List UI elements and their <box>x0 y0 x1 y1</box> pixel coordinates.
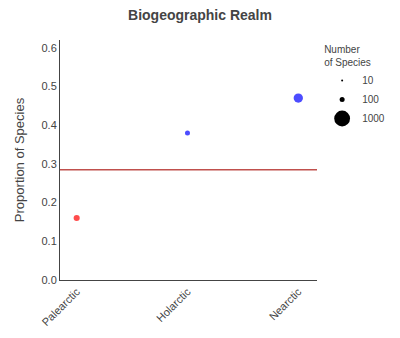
svg-text:100: 100 <box>362 94 379 105</box>
svg-text:0.6: 0.6 <box>42 42 57 54</box>
svg-text:0.2: 0.2 <box>42 196 57 208</box>
svg-text:Biogeographic Realm: Biogeographic Realm <box>128 7 272 23</box>
svg-text:0.5: 0.5 <box>42 80 57 92</box>
svg-text:1000: 1000 <box>362 113 385 124</box>
svg-text:Holarctic: Holarctic <box>154 285 193 324</box>
svg-text:0.1: 0.1 <box>42 235 57 247</box>
svg-text:0.0: 0.0 <box>42 274 57 286</box>
svg-text:Numberof Species: Numberof Species <box>324 44 371 68</box>
svg-text:10: 10 <box>362 75 374 86</box>
svg-text:Proportion of Species: Proportion of Species <box>12 97 27 222</box>
svg-text:Nearctic: Nearctic <box>267 285 304 322</box>
svg-text:0.4: 0.4 <box>42 119 57 131</box>
svg-text:0.3: 0.3 <box>42 158 57 170</box>
svg-text:Palearctic: Palearctic <box>39 285 82 328</box>
